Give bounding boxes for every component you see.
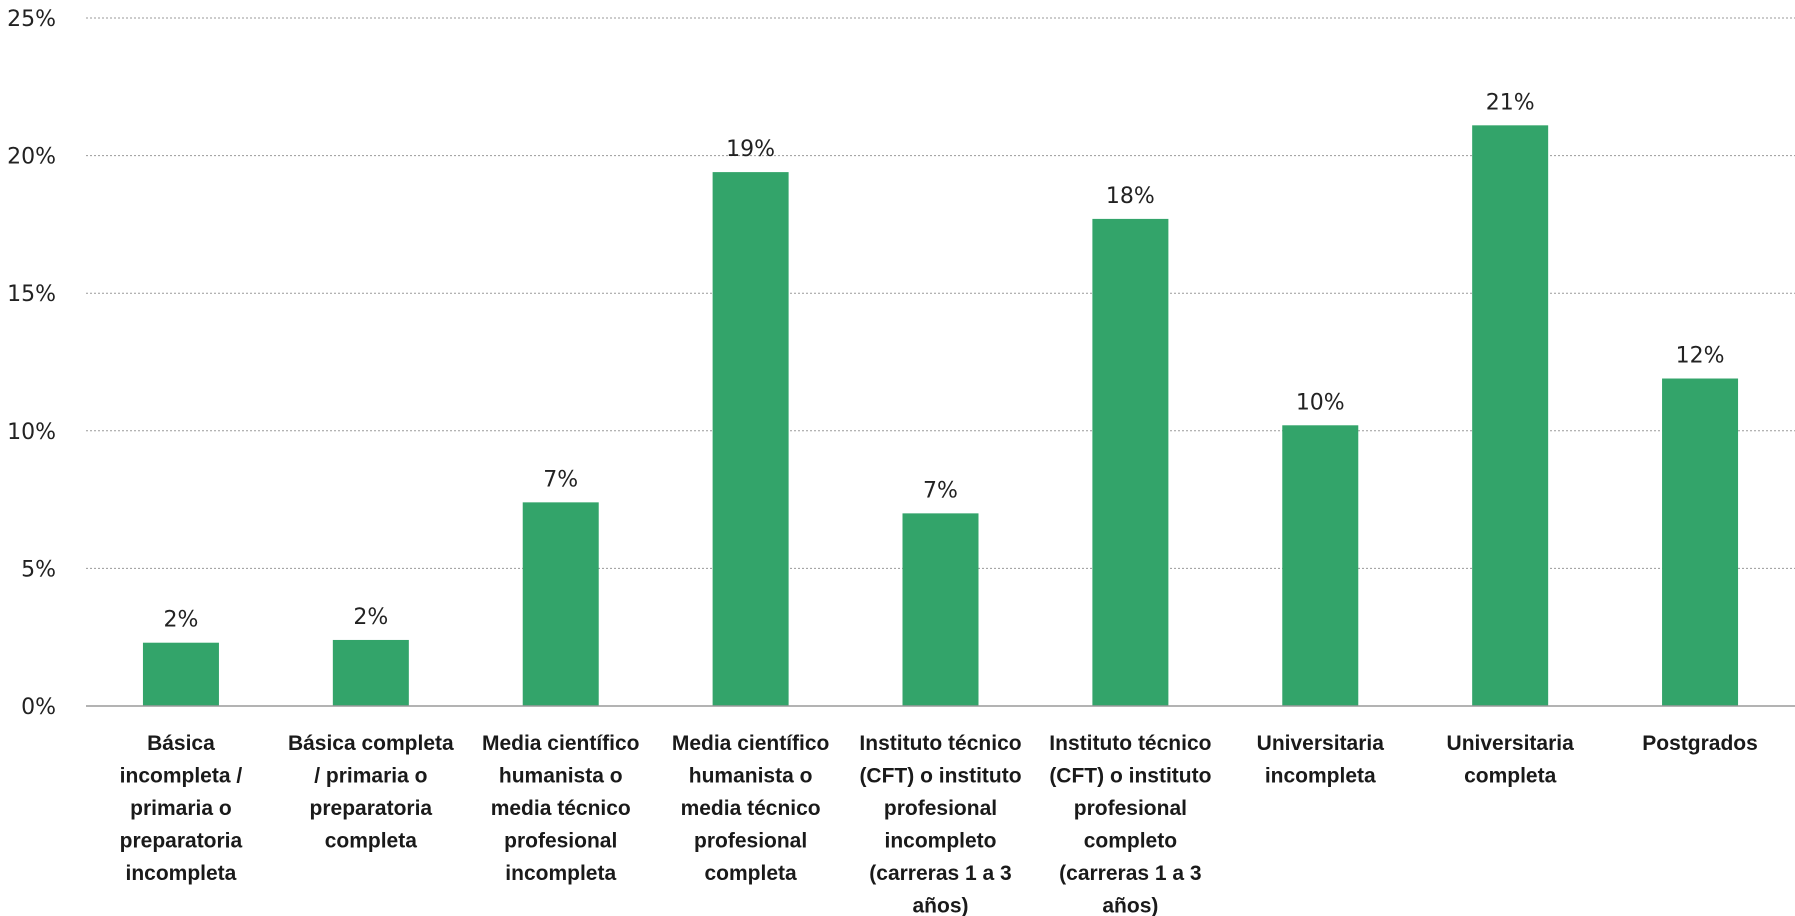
data-label: 18%	[1106, 184, 1155, 209]
bar	[712, 172, 789, 706]
category-label: Básica incompleta / primaria o preparatoria…	[120, 732, 243, 885]
category-label: Universitaria completa	[1447, 732, 1575, 788]
data-labels: 2% 2% 7% 19% 7% 18% 10% 21% 12%	[163, 90, 1724, 632]
data-label: 7%	[923, 478, 958, 503]
data-label: 7%	[543, 467, 578, 492]
bar	[1662, 378, 1739, 706]
bars	[142, 125, 1739, 706]
y-tick-label: 15%	[7, 282, 56, 307]
category-labels: Básica incompleta / primaria o preparatoria…	[120, 732, 1758, 916]
y-tick-label: 0%	[21, 695, 56, 720]
bar	[1092, 218, 1169, 706]
data-label: 10%	[1296, 390, 1345, 415]
category-label: Media científico humanista o media técnico…	[672, 732, 830, 885]
y-tick-label: 20%	[7, 145, 56, 170]
y-tick-label: 25%	[7, 7, 56, 32]
category-label: Instituto técnico (CFT) o instituto profes…	[1049, 732, 1211, 916]
bar	[1282, 425, 1359, 706]
bar	[142, 642, 219, 706]
bar	[902, 513, 979, 706]
data-label: 2%	[353, 605, 388, 630]
y-axis-tick-labels: 0% 5% 10% 15% 20% 25%	[7, 7, 56, 720]
category-label: Media científico humanista o media técnico…	[482, 732, 640, 885]
data-label: 12%	[1676, 344, 1725, 369]
category-label: Universitaria incompleta	[1257, 732, 1385, 788]
y-tick-label: 5%	[21, 557, 56, 582]
bar	[1472, 125, 1549, 706]
bar	[332, 639, 409, 706]
category-label: Básica completa / primaria o preparatoria c…	[288, 732, 454, 853]
data-label: 2%	[163, 608, 198, 633]
bar	[522, 502, 599, 706]
y-tick-label: 10%	[7, 420, 56, 445]
data-label: 19%	[726, 137, 775, 162]
category-label: Postgrados	[1642, 732, 1758, 755]
category-label: Instituto técnico (CFT) o instituto profes…	[859, 732, 1021, 916]
data-label: 21%	[1486, 90, 1535, 115]
